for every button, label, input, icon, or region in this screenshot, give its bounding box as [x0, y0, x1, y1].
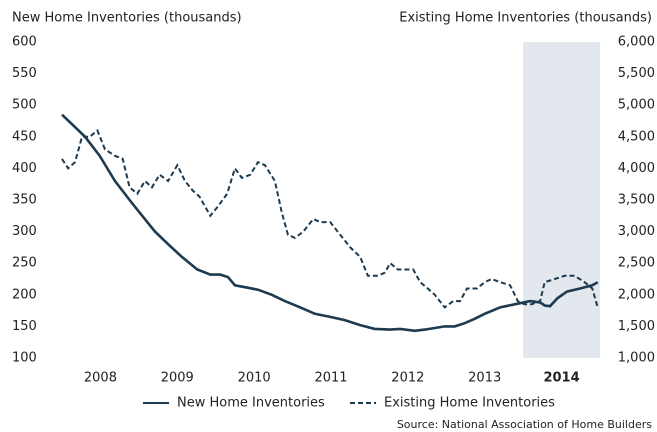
- y2-tick-label: 3,000: [618, 224, 655, 239]
- x-tick-label: 2011: [314, 371, 347, 386]
- y-tick-label: 250: [12, 256, 37, 271]
- x-tick-label: 2009: [161, 371, 194, 386]
- y2-tick-label: 4,000: [618, 161, 655, 176]
- x-tick-label: 2014: [543, 371, 579, 386]
- y-tick-label: 200: [12, 287, 37, 302]
- source: Source: National Association of Home Bui…: [397, 418, 652, 431]
- y-tick-label: 600: [12, 35, 37, 50]
- x-tick-label: 2010: [238, 371, 271, 386]
- y-tick-label: 400: [12, 161, 37, 176]
- y-tick-label: 350: [12, 193, 37, 208]
- y2-tick-label: 2,500: [618, 256, 655, 271]
- y2-tick-label: 1,000: [618, 351, 655, 366]
- y2-tick-label: 5,500: [618, 66, 655, 81]
- legend-label: New Home Inventories: [177, 396, 325, 411]
- y2-axis-label: Existing Home Inventories (thousands): [399, 11, 652, 26]
- series-line: [61, 113, 599, 333]
- legend-label: Existing Home Inventories: [384, 396, 555, 411]
- y-tick-label: 550: [12, 66, 37, 81]
- y2-tick-label: 6,000: [618, 35, 655, 50]
- y-tick-label: 150: [12, 319, 37, 334]
- x-tick-label: 2012: [391, 371, 424, 386]
- highlight-band: [523, 42, 600, 358]
- x-tick-label: 2013: [468, 371, 501, 386]
- y-tick-label: 300: [12, 224, 37, 239]
- x-tick-label: 2008: [84, 371, 117, 386]
- y-tick-label: 100: [12, 351, 37, 366]
- y-axis-label: New Home Inventories (thousands): [12, 11, 242, 26]
- y2-tick-label: 2,000: [618, 287, 655, 302]
- series-line: [61, 128, 599, 309]
- y-tick-label: 500: [12, 98, 37, 113]
- y2-tick-label: 4,500: [618, 129, 655, 144]
- y2-tick-label: 3,500: [618, 193, 655, 208]
- y2-tick-label: 5,000: [618, 98, 655, 113]
- y-tick-label: 450: [12, 129, 37, 144]
- y2-tick-label: 1,500: [618, 319, 655, 334]
